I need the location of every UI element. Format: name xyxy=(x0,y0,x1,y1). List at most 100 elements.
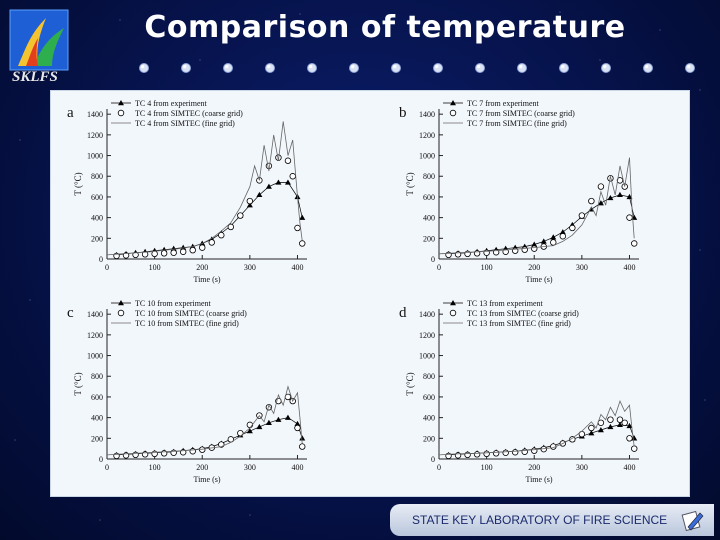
series-triangle xyxy=(113,179,306,258)
bullet-dot xyxy=(223,63,233,73)
legend-entry: TC 10 from experiment xyxy=(135,299,212,308)
legend-entry: TC 7 from experiment xyxy=(467,99,540,108)
slide-title: Comparison of temperature xyxy=(144,10,626,45)
coarse-grid-point xyxy=(199,244,206,251)
coarse-grid-point xyxy=(626,214,633,221)
experiment-point xyxy=(299,435,306,441)
experiment-point xyxy=(299,214,306,220)
y-tick-label: 1400 xyxy=(87,110,103,119)
chart-panel-b: b 0 200 400 600 800 1000 1200 1400 0 100 200 300 400 T… xyxy=(399,99,639,284)
bullet-dot xyxy=(601,63,611,73)
experiment-point xyxy=(275,179,282,185)
series-triangle xyxy=(113,414,306,458)
x-tick-label: 300 xyxy=(576,463,588,472)
coarse-grid-point xyxy=(521,448,528,455)
coarse-grid-point xyxy=(607,416,614,423)
bullet-dot xyxy=(475,63,485,73)
y-tick-label: 1200 xyxy=(419,331,435,340)
coarse-grid-point xyxy=(531,447,538,454)
coarse-grid-point xyxy=(299,443,306,450)
fine-grid-line xyxy=(438,400,635,456)
experiment-point xyxy=(531,241,538,247)
x-tick-label: 200 xyxy=(528,463,540,472)
legend-entry: TC 7 from SIMTEC (coarse grid) xyxy=(467,109,575,118)
coarse-grid-point xyxy=(237,429,244,437)
coarse-grid-point xyxy=(616,416,624,423)
bullet-highlight xyxy=(393,64,397,69)
coarse-grid-point xyxy=(616,177,624,184)
experiment-point xyxy=(256,191,263,198)
coarse-grid-point xyxy=(531,245,538,252)
bullet-highlight xyxy=(603,64,607,69)
bullet-dot xyxy=(349,63,359,73)
coarse-grid-point xyxy=(588,197,595,205)
bullet-divider xyxy=(139,63,695,73)
footer-label: STATE KEY LABORATORY OF FIRE SCIENCE xyxy=(412,513,668,527)
legend-swatch-circle xyxy=(117,109,125,117)
experiment-point xyxy=(294,420,301,427)
x-tick-label: 400 xyxy=(291,263,303,272)
experiment-point xyxy=(559,229,566,235)
x-tick-label: 200 xyxy=(196,263,208,272)
coarse-grid-point xyxy=(511,449,519,456)
experiment-point xyxy=(265,183,272,189)
coarse-grid-point xyxy=(122,252,130,259)
legend-entry: TC 10 from SIMTEC (coarse grid) xyxy=(135,309,247,318)
legend-swatch-triangle xyxy=(118,100,124,106)
coarse-grid-point xyxy=(294,224,301,232)
x-tick-label: 100 xyxy=(149,263,161,272)
coarse-grid-point xyxy=(569,224,576,232)
coarse-grid-point xyxy=(621,419,628,426)
bullet-dot xyxy=(559,63,569,73)
legend-swatch-triangle xyxy=(450,100,456,106)
coarse-grid-point xyxy=(265,162,273,170)
experiment-point xyxy=(616,421,623,428)
legend-entry: TC 10 from SIMTEC (fine grid) xyxy=(135,319,239,328)
y-tick-label: 200 xyxy=(423,434,435,443)
coarse-grid-point xyxy=(626,435,633,442)
coarse-grid-point xyxy=(246,197,254,205)
bullet-highlight xyxy=(435,64,439,69)
experiment-point xyxy=(626,422,633,429)
series-circle xyxy=(445,416,638,460)
y-tick-label: 400 xyxy=(423,214,435,223)
experiment-point xyxy=(540,238,547,244)
y-tick-label: 1200 xyxy=(87,331,103,340)
bullet-dot xyxy=(265,63,275,73)
bullet-highlight xyxy=(183,64,187,69)
y-tick-label: 1000 xyxy=(419,352,435,361)
panel-label: c xyxy=(67,305,74,321)
fine-grid-line xyxy=(106,121,303,256)
coarse-grid-point xyxy=(294,424,301,432)
x-tick-label: 0 xyxy=(105,263,109,272)
x-tick-label: 0 xyxy=(437,263,441,272)
bullet-highlight xyxy=(309,64,313,69)
coarse-grid-point xyxy=(631,445,638,452)
coarse-grid-point xyxy=(132,251,139,259)
coarse-grid-point xyxy=(578,212,586,219)
x-axis-label: Time (s) xyxy=(193,275,220,284)
y-tick-label: 600 xyxy=(91,393,103,402)
bullet-highlight xyxy=(645,64,649,69)
y-tick-label: 800 xyxy=(91,172,103,181)
coarse-grid-point xyxy=(588,424,595,432)
coarse-grid-point xyxy=(160,250,168,257)
y-tick-label: 0 xyxy=(99,455,103,464)
x-tick-label: 300 xyxy=(244,263,256,272)
experiment-point xyxy=(284,414,291,420)
coarse-grid-point xyxy=(289,173,296,180)
y-tick-label: 1000 xyxy=(419,152,435,161)
coarse-grid-point xyxy=(464,451,471,459)
y-tick-label: 600 xyxy=(423,393,435,402)
legend-entry: TC 4 from experiment xyxy=(135,99,208,108)
coarse-grid-point xyxy=(492,450,500,457)
legend-entry: TC 4 from SIMTEC (coarse grid) xyxy=(135,109,243,118)
coarse-grid-point xyxy=(569,436,576,443)
series-line xyxy=(438,157,635,255)
experiment-point xyxy=(607,423,614,430)
experiment-point xyxy=(631,435,638,441)
